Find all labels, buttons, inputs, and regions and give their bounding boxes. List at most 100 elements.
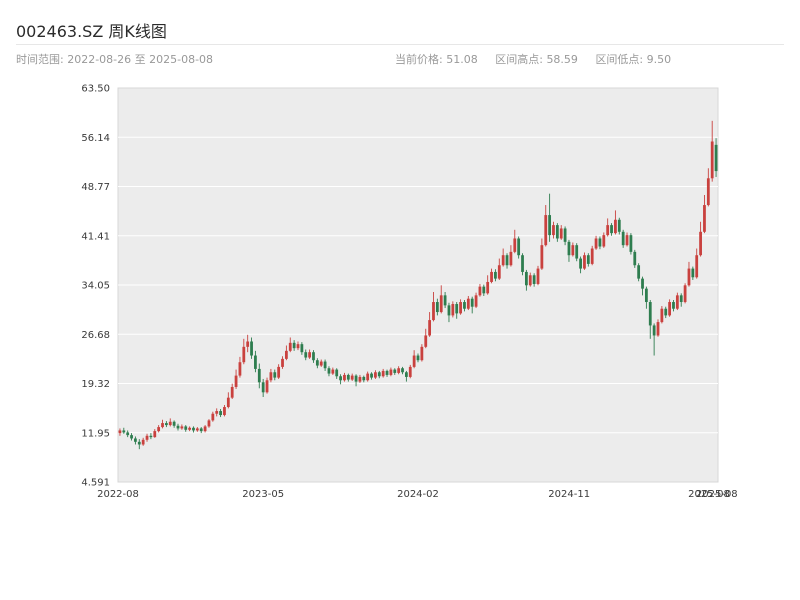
candle-body <box>323 361 327 369</box>
candle-body <box>404 372 408 377</box>
price-stats: 当前价格: 51.08 区间高点: 58.59 区间低点: 9.50 <box>395 51 685 67</box>
candle-body <box>571 245 575 256</box>
candle-body <box>195 428 199 431</box>
candle-body <box>466 298 470 309</box>
x-axis-tick-label: 2023-05 <box>242 489 284 500</box>
candle-body <box>223 407 226 416</box>
x-axis-tick-label: 2025-08 <box>688 489 730 500</box>
candle-body <box>145 435 149 440</box>
candle-body <box>497 265 501 279</box>
candle-body <box>455 304 459 314</box>
candle-body <box>180 426 184 429</box>
candle-body <box>532 275 536 284</box>
candle-body <box>501 255 505 266</box>
candle-body <box>687 268 691 286</box>
candle-body <box>606 225 610 236</box>
y-axis-tick-label: 48.77 <box>81 182 110 193</box>
candle-body <box>284 350 288 359</box>
candle-body <box>509 251 513 266</box>
candle-body <box>703 205 706 232</box>
current-price-stat: 当前价格: 51.08 <box>395 53 478 66</box>
page-title: 002463.SZ 周K线图 <box>16 22 167 41</box>
candle-body <box>668 302 672 316</box>
candle-body <box>563 228 567 242</box>
candle-body <box>215 411 219 414</box>
candle-body <box>614 219 617 234</box>
candle-body <box>346 374 350 380</box>
candle-body <box>261 382 265 393</box>
candle-body <box>265 380 269 393</box>
candle-body <box>250 341 253 356</box>
candle-body <box>362 376 366 381</box>
candle-body <box>192 427 195 431</box>
candle-body <box>552 225 555 236</box>
candle-body <box>199 428 203 432</box>
candle-body <box>238 362 242 376</box>
candle-body <box>122 430 126 433</box>
candle-body <box>594 238 598 249</box>
candle-body <box>234 375 238 387</box>
candle-body <box>524 271 528 286</box>
candle-body <box>447 305 451 316</box>
candle-body <box>312 352 315 361</box>
candle-body <box>412 355 416 367</box>
candle-body <box>149 435 153 438</box>
candle-body <box>648 302 652 326</box>
candle-body <box>184 426 188 430</box>
candle-body <box>377 372 381 377</box>
candle-body <box>652 325 656 336</box>
candle-body <box>521 255 524 272</box>
header-divider <box>16 44 784 45</box>
candle-body <box>188 427 192 430</box>
x-axis-tick-label: 2024-11 <box>548 489 590 500</box>
candle-body <box>401 368 404 373</box>
y-axis-tick-label: 63.50 <box>81 84 110 95</box>
candle-body <box>374 372 377 378</box>
candle-body <box>482 286 486 294</box>
candle-body <box>246 341 250 347</box>
candle-body <box>598 238 602 247</box>
candle-body <box>137 441 141 445</box>
candle-body <box>544 215 548 246</box>
candle-body <box>424 335 428 347</box>
candle-body <box>164 423 168 426</box>
date-range-label: 时间范围: 2022-08-26 至 2025-08-08 <box>16 53 214 66</box>
candle-body <box>625 235 629 246</box>
candle-body <box>505 255 509 266</box>
candle-body <box>706 178 710 206</box>
candle-body <box>207 420 211 427</box>
candle-body <box>691 268 695 278</box>
candle-body <box>575 245 579 259</box>
candle-body <box>590 248 594 264</box>
candle-body <box>319 361 323 366</box>
candle-body <box>555 225 559 239</box>
candle-body <box>176 425 180 429</box>
candle-body <box>672 302 675 309</box>
candle-body <box>435 302 439 313</box>
candle-body <box>536 268 540 284</box>
candle-body <box>273 372 277 378</box>
candle-body <box>559 228 563 239</box>
range-high-stat: 区间高点: 58.59 <box>495 53 578 66</box>
candle-body <box>331 369 335 374</box>
candle-body <box>203 426 207 432</box>
candle-body <box>304 352 308 358</box>
candle-body <box>168 421 172 426</box>
range-low-label: 区间低点: <box>595 53 644 66</box>
candle-body <box>494 271 497 279</box>
candle-body <box>157 427 161 432</box>
candle-body <box>567 241 571 256</box>
candle-body <box>211 413 215 421</box>
candle-body <box>389 369 393 375</box>
candle-body <box>629 235 633 252</box>
candle-body <box>439 295 443 313</box>
x-axis-tick-label: 2024-02 <box>397 489 439 500</box>
candle-body <box>292 342 296 349</box>
candle-body <box>478 286 482 296</box>
range-high-label: 区间高点: <box>495 53 543 66</box>
candle-body <box>675 295 679 309</box>
y-axis-tick-label: 34.05 <box>81 281 110 292</box>
y-axis-tick-label: 4.591 <box>81 478 110 489</box>
range-low-value: 9.50 <box>646 53 672 66</box>
candle-body <box>714 144 718 172</box>
